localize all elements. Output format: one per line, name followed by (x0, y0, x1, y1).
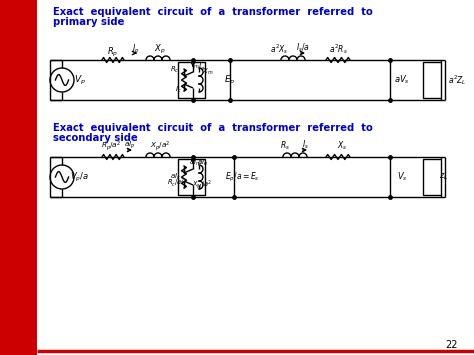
Text: $aI_p$: $aI_p$ (124, 139, 136, 151)
Text: $aV_s$: $aV_s$ (394, 74, 410, 86)
Text: $X_m$: $X_m$ (202, 67, 214, 77)
Text: $R_c/a^2$: $R_c/a^2$ (167, 177, 185, 189)
Text: $E_p$: $E_p$ (224, 73, 236, 87)
Text: $z_L$: $z_L$ (439, 172, 449, 182)
Text: $R_s$: $R_s$ (280, 140, 290, 152)
Bar (178, 159, 205, 195)
Text: $R_p$: $R_p$ (108, 45, 118, 59)
Text: $V_p$: $V_p$ (74, 73, 86, 87)
Text: $I_p$: $I_p$ (132, 43, 140, 55)
Text: $I_s/a$: $I_s/a$ (296, 42, 310, 54)
Text: $aI_e$: $aI_e$ (198, 158, 209, 168)
Text: $a^2R_s$: $a^2R_s$ (328, 42, 347, 56)
Text: $X_p/a^2$: $X_p/a^2$ (150, 139, 170, 153)
Text: $I_m$: $I_m$ (191, 61, 199, 71)
Text: $X_M/a^2$: $X_M/a^2$ (192, 179, 212, 191)
Text: $I_e$: $I_e$ (198, 61, 206, 73)
Text: $V_s$: $V_s$ (397, 171, 407, 183)
Text: $I_c$: $I_c$ (174, 85, 182, 95)
Text: $a^2X_s$: $a^2X_s$ (270, 42, 288, 56)
Bar (178, 62, 205, 98)
Bar (423, 159, 441, 195)
Text: secondary side: secondary side (53, 133, 138, 143)
Text: $aI_m$: $aI_m$ (189, 158, 201, 168)
Text: $X_s$: $X_s$ (337, 140, 347, 152)
Text: $V_p/a$: $V_p/a$ (71, 170, 90, 184)
Text: Exact  equivalent  circuit  of  a  transformer  referred  to: Exact equivalent circuit of a transforme… (53, 7, 373, 17)
Text: $R_p/a^2$: $R_p/a^2$ (101, 139, 121, 153)
Text: $a^2Z_L$: $a^2Z_L$ (448, 73, 466, 87)
Text: 22: 22 (446, 340, 458, 350)
Text: $I_s$: $I_s$ (301, 139, 309, 151)
Text: primary side: primary side (53, 17, 124, 27)
Bar (0, 0, 37, 355)
Bar (423, 62, 441, 98)
Text: $X_p$: $X_p$ (154, 43, 166, 55)
Text: $R_c$: $R_c$ (170, 65, 180, 75)
Text: $aI_c$: $aI_c$ (170, 172, 181, 182)
Text: $E_p/a = E_s$: $E_p/a = E_s$ (225, 170, 259, 184)
Text: Exact  equivalent  circuit  of  a  transformer  referred  to: Exact equivalent circuit of a transforme… (53, 123, 373, 133)
